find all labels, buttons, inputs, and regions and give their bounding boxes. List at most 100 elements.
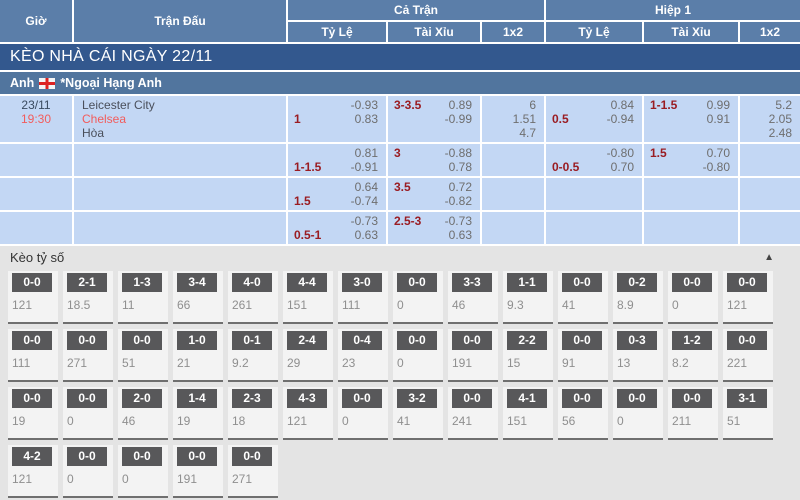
score-cell[interactable]: 0-0 121 xyxy=(8,271,58,324)
score-cell[interactable]: 0-0 271 xyxy=(228,445,278,498)
1x2-odd-value[interactable]: 2.48 xyxy=(768,126,792,140)
score-cell[interactable]: 0-0 121 xyxy=(723,271,773,324)
score-label: 1-2 xyxy=(672,331,712,350)
h1-1x2-cell xyxy=(740,212,800,244)
score-cell[interactable]: 4-0 261 xyxy=(228,271,278,324)
score-cell[interactable]: 1-4 19 xyxy=(173,387,223,440)
odds-value[interactable]: -0.91 xyxy=(350,160,378,174)
score-cell[interactable]: 2-0 46 xyxy=(118,387,168,440)
score-cell[interactable]: 3-2 41 xyxy=(393,387,443,440)
odds-value[interactable]: -0.74 xyxy=(350,194,378,208)
collapse-arrow-icon[interactable]: ▲ xyxy=(764,251,774,263)
score-cell[interactable]: 0-0 191 xyxy=(448,329,498,382)
col-header-ft-1x2: 1x2 xyxy=(482,22,544,42)
odds-value[interactable]: -0.88 xyxy=(444,146,472,160)
score-cell[interactable]: 0-0 56 xyxy=(558,387,608,440)
score-label: 0-3 xyxy=(617,331,657,350)
odds-value[interactable]: 0.81 xyxy=(354,146,378,160)
score-cell[interactable]: 1-2 8.2 xyxy=(668,329,718,382)
score-cell[interactable]: 0-0 111 xyxy=(8,329,58,382)
odds-value[interactable]: 0.70 xyxy=(706,146,730,160)
score-cell[interactable]: 1-0 21 xyxy=(173,329,223,382)
score-odd-value: 121 xyxy=(287,414,308,428)
score-cell[interactable]: 0-0 91 xyxy=(558,329,608,382)
score-cell[interactable]: 0-0 51 xyxy=(118,329,168,382)
score-cell[interactable]: 4-4 151 xyxy=(283,271,333,324)
score-cell[interactable]: 0-4 23 xyxy=(338,329,388,382)
odds-value[interactable]: 0.99 xyxy=(706,98,730,112)
odds-value[interactable]: -0.73 xyxy=(444,214,472,228)
odds-value[interactable]: -0.80 xyxy=(702,160,730,174)
odds-value[interactable]: 0.91 xyxy=(706,112,730,126)
score-cell[interactable]: 2-3 18 xyxy=(228,387,278,440)
odds-value[interactable]: 0.78 xyxy=(448,160,472,174)
score-cell[interactable]: 0-0 0 xyxy=(63,445,113,498)
1x2-odd-value[interactable]: 1.51 xyxy=(512,112,536,126)
1x2-odd-value[interactable]: 2.05 xyxy=(768,112,792,126)
score-cell[interactable]: 0-0 0 xyxy=(613,387,663,440)
score-cell[interactable]: 0-0 0 xyxy=(393,271,443,324)
score-cell[interactable]: 4-2 121 xyxy=(8,445,58,498)
score-cell[interactable]: 0-0 0 xyxy=(393,329,443,382)
odds-value[interactable]: 0.63 xyxy=(354,228,378,242)
odds-value[interactable]: 0.83 xyxy=(354,112,378,126)
score-cell[interactable]: 0-0 221 xyxy=(723,329,773,382)
score-label: 3-1 xyxy=(727,389,767,408)
away-team-name[interactable]: Chelsea xyxy=(82,112,127,126)
score-cell[interactable]: 4-1 151 xyxy=(503,387,553,440)
odds-value[interactable]: -0.82 xyxy=(444,194,472,208)
score-cell[interactable]: 3-1 51 xyxy=(723,387,773,440)
score-cell[interactable]: 2-2 15 xyxy=(503,329,553,382)
score-cell[interactable]: 1-3 11 xyxy=(118,271,168,324)
score-cell[interactable]: 3-0 111 xyxy=(338,271,388,324)
1x2-odd-value[interactable]: 5.2 xyxy=(775,98,792,112)
score-cell[interactable]: 0-0 191 xyxy=(173,445,223,498)
score-odd-value: 91 xyxy=(562,356,576,370)
score-cell[interactable]: 0-0 271 xyxy=(63,329,113,382)
odds-value[interactable]: 0.63 xyxy=(448,228,472,242)
odds-line: 3-3.5 0.89 xyxy=(394,98,472,112)
odds-value[interactable]: 0.89 xyxy=(448,98,472,112)
score-cell[interactable]: 0-0 41 xyxy=(558,271,608,324)
odds-value[interactable]: 0.64 xyxy=(354,180,378,194)
score-odd-value: 0 xyxy=(342,414,349,428)
ft-handicap-cell: 0.64 1.5 -0.74 xyxy=(288,178,386,210)
score-label: 2-0 xyxy=(122,389,162,408)
score-cell[interactable]: 0-0 19 xyxy=(8,387,58,440)
score-cell[interactable]: 0-2 8.9 xyxy=(613,271,663,324)
odds-value[interactable]: -0.99 xyxy=(444,112,472,126)
score-cell[interactable]: 2-1 18.5 xyxy=(63,271,113,324)
score-cell[interactable]: 0-0 241 xyxy=(448,387,498,440)
score-cell[interactable]: 4-3 121 xyxy=(283,387,333,440)
score-label: 4-3 xyxy=(287,389,327,408)
score-cell[interactable]: 0-0 0 xyxy=(118,445,168,498)
match-teams-cell[interactable]: Leicester City Chelsea Hòa xyxy=(74,96,286,142)
score-odd-value: 8.2 xyxy=(672,356,689,370)
score-odd-value: 21 xyxy=(177,356,191,370)
h1-overunder-cell: 1.5 0.70 -0.80 xyxy=(644,144,738,176)
league-bar[interactable]: Anh *Ngoại Hạng Anh xyxy=(0,72,800,94)
correct-score-header[interactable]: Kèo tỷ số ▲ xyxy=(0,246,800,268)
score-cell[interactable]: 0-0 211 xyxy=(668,387,718,440)
score-cell[interactable]: 0-1 9.2 xyxy=(228,329,278,382)
odds-value[interactable]: -0.80 xyxy=(606,146,634,160)
odds-value[interactable]: -0.93 xyxy=(350,98,378,112)
score-cell[interactable]: 0-3 13 xyxy=(613,329,663,382)
score-cell[interactable]: 1-1 9.3 xyxy=(503,271,553,324)
1x2-odd-value[interactable]: 4.7 xyxy=(519,126,536,140)
odds-value[interactable]: 0.70 xyxy=(610,160,634,174)
odds-value[interactable]: 0.84 xyxy=(610,98,634,112)
odds-value[interactable]: -0.94 xyxy=(606,112,634,126)
1x2-odd-value[interactable]: 6 xyxy=(529,98,536,112)
home-team-name[interactable]: Leicester City xyxy=(82,98,155,112)
score-cell[interactable]: 0-0 0 xyxy=(668,271,718,324)
score-row: 4-2 121 0-0 0 0-0 0 0-0 191 0-0 271 xyxy=(8,445,800,498)
score-label: 0-0 xyxy=(122,331,162,350)
score-cell[interactable]: 3-3 46 xyxy=(448,271,498,324)
odds-value[interactable]: -0.73 xyxy=(350,214,378,228)
odds-value[interactable]: 0.72 xyxy=(448,180,472,194)
score-cell[interactable]: 3-4 66 xyxy=(173,271,223,324)
score-cell[interactable]: 0-0 0 xyxy=(63,387,113,440)
score-cell[interactable]: 0-0 0 xyxy=(338,387,388,440)
score-cell[interactable]: 2-4 29 xyxy=(283,329,333,382)
